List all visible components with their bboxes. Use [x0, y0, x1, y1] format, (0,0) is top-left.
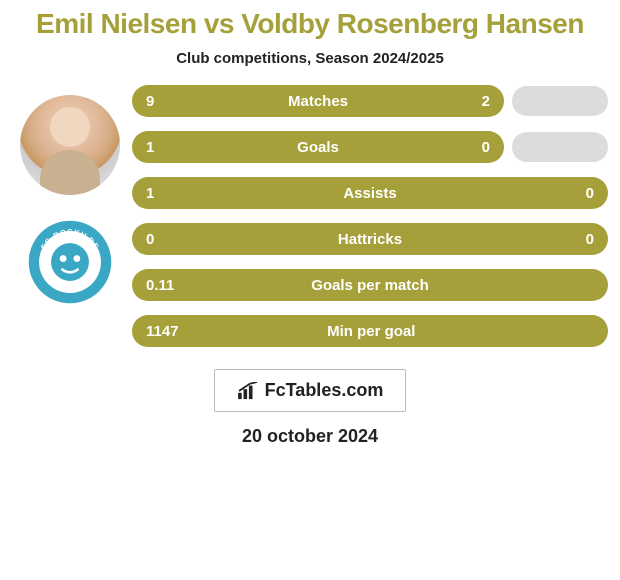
main-area: FC ROSKILDE 9Matches21Goals01Assists00Ha…	[10, 85, 610, 361]
stat-bar: 9Matches2	[132, 85, 504, 117]
stat-row: 1Assists0	[132, 177, 608, 209]
subtitle: Club competitions, Season 2024/2025	[10, 50, 610, 67]
stat-value-left: 1147	[146, 323, 179, 340]
club-badge-svg: FC ROSKILDE	[27, 219, 113, 305]
stat-value-right: 0	[564, 231, 594, 248]
player1-avatar	[20, 95, 120, 195]
player1-club-badge: FC ROSKILDE	[27, 219, 113, 305]
brand-text: FcTables.com	[265, 380, 384, 401]
stat-row: 0Hattricks0	[132, 223, 608, 255]
stat-value-right: 0	[564, 185, 594, 202]
stat-label: Min per goal	[179, 323, 564, 340]
left-column: FC ROSKILDE	[10, 85, 130, 305]
stat-label: Matches	[176, 93, 460, 110]
stat-row: 1147Min per goal	[132, 315, 608, 347]
stat-value-right: 2	[460, 93, 490, 110]
stat-label: Hattricks	[176, 231, 564, 248]
stat-value-left: 9	[146, 93, 176, 110]
stat-value-right: 0	[460, 139, 490, 156]
footer-logo-row: FcTables.com	[10, 369, 610, 412]
stat-value-left: 1	[146, 139, 176, 156]
stat-row: 9Matches2	[132, 85, 608, 117]
stat-row: 1Goals0	[132, 131, 608, 163]
stat-pill	[512, 86, 608, 116]
stat-value-left: 0.11	[146, 277, 176, 294]
comparison-card: Emil Nielsen vs Voldby Rosenberg Hansen …	[0, 0, 620, 580]
stat-pill	[512, 132, 608, 162]
stat-label: Goals per match	[176, 277, 564, 294]
stat-label: Assists	[176, 185, 564, 202]
stats-column: 9Matches21Goals01Assists00Hattricks00.11…	[130, 85, 610, 361]
stat-bar: 1Assists0	[132, 177, 608, 209]
stat-bar: 0.11Goals per match	[132, 269, 608, 301]
date-text: 20 october 2024	[10, 426, 610, 447]
stat-bar: 0Hattricks0	[132, 223, 608, 255]
stat-row: 0.11Goals per match	[132, 269, 608, 301]
stat-value-left: 0	[146, 231, 176, 248]
page-title: Emil Nielsen vs Voldby Rosenberg Hansen	[10, 8, 610, 40]
stat-value-left: 1	[146, 185, 176, 202]
brand-badge[interactable]: FcTables.com	[214, 369, 407, 412]
stat-bar: 1147Min per goal	[132, 315, 608, 347]
chart-icon	[237, 382, 259, 400]
stat-label: Goals	[176, 139, 460, 156]
stat-bar: 1Goals0	[132, 131, 504, 163]
